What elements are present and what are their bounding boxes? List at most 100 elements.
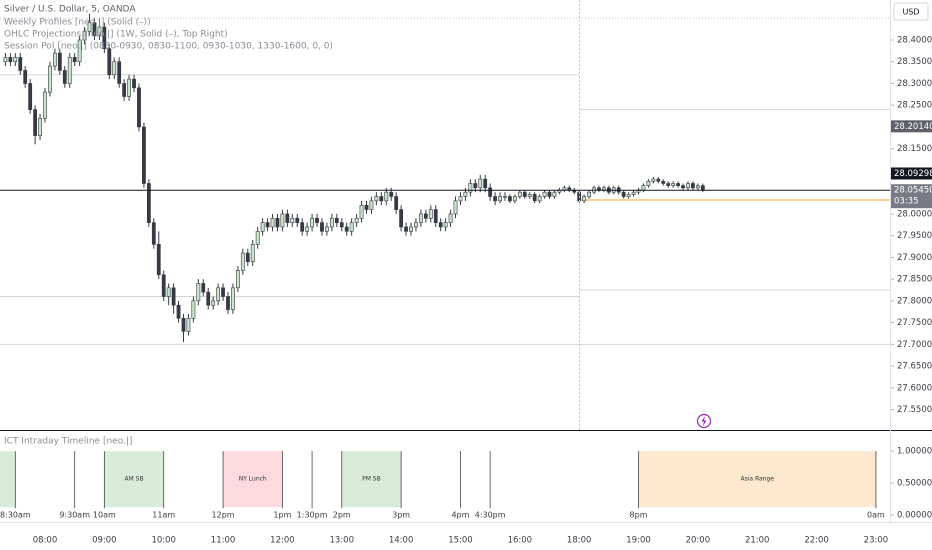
timeline-label: 4:30pm: [475, 511, 506, 520]
candle-body: [493, 196, 497, 202]
candle-body: [374, 196, 379, 202]
y-tick-label: 0.50000: [897, 479, 932, 489]
candle-body: [186, 317, 191, 332]
candle-body: [661, 181, 666, 184]
candle-body: [310, 217, 314, 228]
candle-body: [626, 194, 631, 197]
candle-body: [142, 126, 146, 184]
candle-body: [156, 244, 161, 276]
indicator-legend: Session PoI [neo.|] (0830-0930, 0830-110…: [4, 42, 333, 52]
candle-body: [473, 183, 478, 189]
candle-body: [122, 83, 127, 97]
lightning[interactable]: [701, 416, 707, 426]
candle-body: [231, 287, 235, 310]
candle-body: [522, 191, 527, 197]
candle-body: [695, 185, 700, 189]
candle-body: [146, 183, 151, 223]
timeline-label: 3pm: [392, 511, 410, 520]
session-box: [0, 451, 16, 508]
candle-body: [166, 287, 171, 297]
candle-body: [676, 183, 680, 186]
y-tick-label: 28.35000: [897, 57, 932, 67]
timeline-label: 8pm: [630, 511, 648, 520]
candle-body: [512, 196, 517, 202]
currency-button[interactable]: [893, 2, 929, 21]
candle-body: [255, 231, 260, 245]
candle-body: [359, 204, 364, 219]
candle-body: [161, 274, 166, 297]
candle-body: [453, 200, 458, 215]
candle-body: [8, 57, 13, 63]
candle-body: [671, 183, 676, 186]
candle-body: [508, 196, 512, 202]
candle-body: [196, 283, 201, 302]
candle-body: [621, 191, 626, 197]
candle-body: [211, 300, 216, 306]
candle-body: [315, 217, 319, 223]
candle-body: [67, 57, 72, 84]
candle-body: [33, 109, 38, 136]
price-label-bg: [891, 184, 932, 209]
currency[interactable]: USD: [902, 8, 919, 17]
candle-body: [23, 70, 28, 84]
candle-body: [325, 226, 329, 232]
candle-body: [601, 187, 606, 191]
candle-body: [418, 213, 423, 223]
candle-body: [235, 270, 240, 289]
x-tick-label: 18:00: [567, 536, 592, 546]
y-tick-label: 27.85000: [897, 275, 932, 285]
candle-body: [112, 61, 117, 76]
candle-body: [280, 213, 285, 228]
timeline-label: 12pm: [212, 511, 235, 520]
candle-body: [18, 57, 23, 71]
candle-body: [265, 222, 270, 228]
y-tick-label: 27.70000: [897, 340, 932, 350]
candle-body: [43, 91, 47, 119]
candle-body: [48, 65, 52, 93]
indicator-legend: Weekly Profiles [neo.|] (Solid (–)): [4, 18, 151, 28]
candle-body: [52, 52, 57, 67]
candle-body: [542, 191, 547, 197]
y-tick-label: 1.00000: [897, 447, 932, 457]
candle-body: [62, 70, 67, 84]
candle-body: [137, 87, 141, 128]
candle-body: [201, 283, 206, 293]
candle-body: [300, 222, 305, 232]
y-tick-label: 27.90000: [897, 253, 932, 263]
candle-body: [478, 178, 483, 189]
alert-icon[interactable]: [696, 413, 712, 429]
x-tick-label: 11:00: [211, 536, 236, 546]
candle-body: [389, 191, 394, 197]
candle-body: [438, 222, 443, 228]
x-tick-label: 14:00: [389, 536, 414, 546]
y-tick-label: 28.25000: [897, 101, 932, 111]
session-name: NY Lunch: [239, 476, 267, 483]
candle-body: [250, 244, 255, 263]
candle-body: [107, 48, 112, 76]
candle-body: [597, 187, 601, 191]
candle-body: [92, 22, 97, 36]
candle-body: [102, 26, 107, 49]
candle-body: [379, 196, 384, 202]
y-tick-label: 27.80000: [897, 296, 932, 306]
x-tick-label: 23:00: [864, 536, 889, 546]
candle-body: [28, 83, 33, 110]
symbol-title: Silver / U.S. Dollar, 5, OANDA: [4, 5, 136, 15]
x-tick-label: 10:00: [151, 536, 176, 546]
candle-body: [13, 57, 18, 63]
candle-body: [468, 183, 473, 193]
timeline-label: 0am: [867, 511, 885, 520]
candle-body: [433, 209, 438, 223]
candle-body: [691, 183, 695, 189]
candle-body: [181, 317, 186, 332]
candle-body: [562, 187, 567, 191]
candle-body: [97, 26, 102, 36]
candle-body: [517, 191, 522, 197]
candle-body: [216, 287, 221, 302]
candle-body: [334, 217, 339, 223]
candle-body: [132, 78, 136, 89]
candle-body: [339, 222, 344, 228]
y-tick-label: 27.75000: [897, 318, 932, 328]
timeline-label: 9:30am: [59, 511, 90, 520]
candle-body: [354, 217, 359, 223]
